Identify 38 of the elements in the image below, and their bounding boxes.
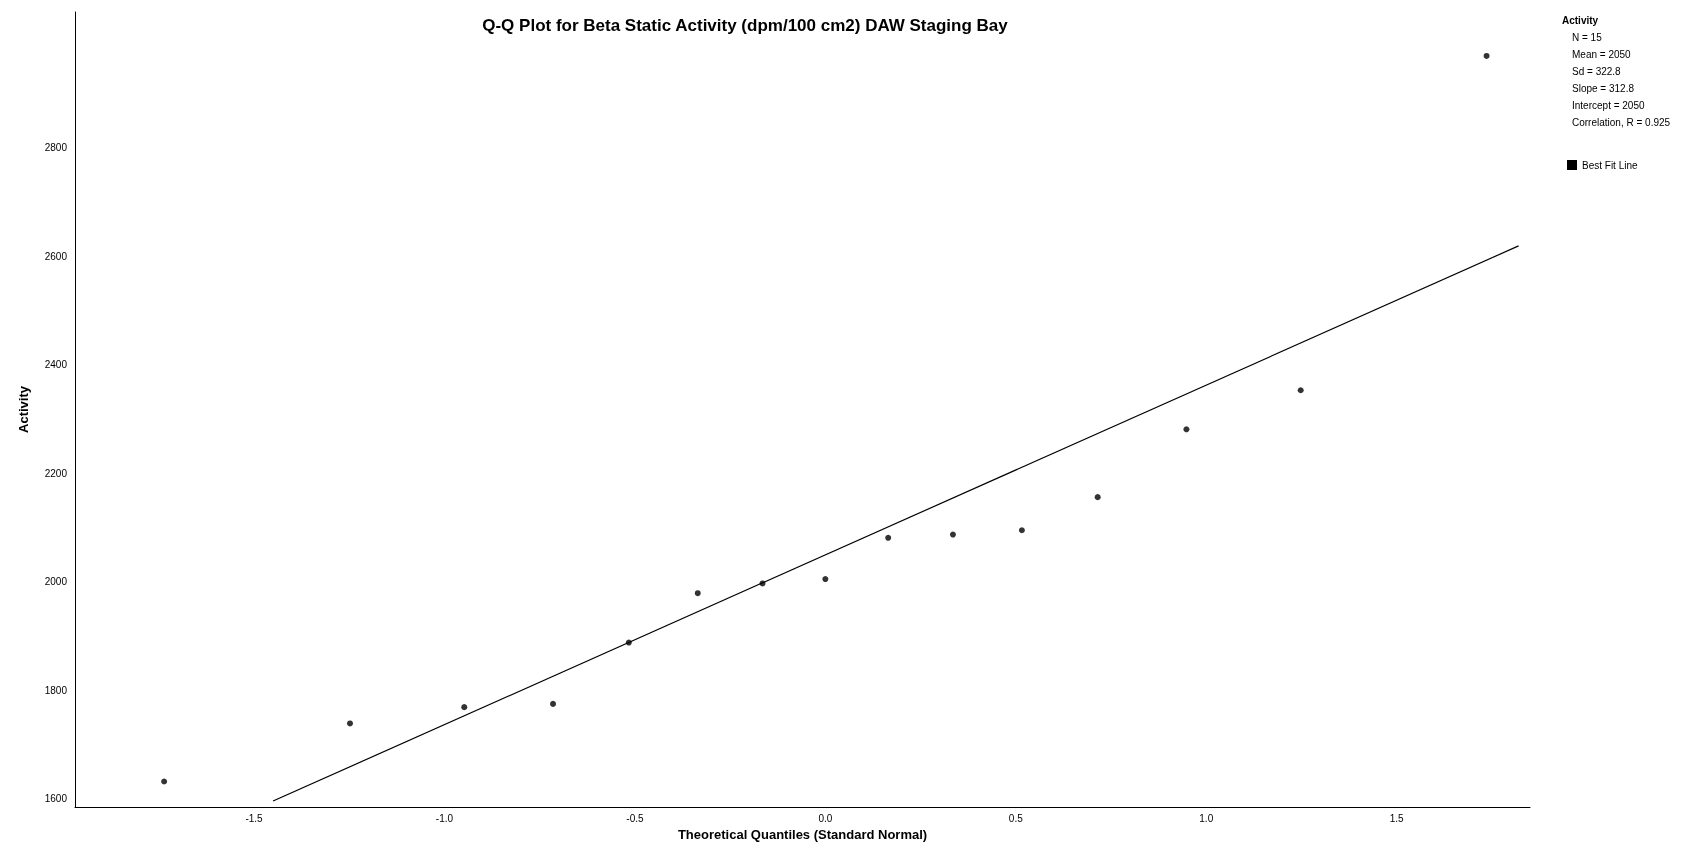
point [949,531,956,538]
y-tick-label: 2800 [44,142,68,154]
x-tick-label: -1.0 [435,812,454,824]
point [347,720,353,727]
x-tick-label: 1.5 [1389,812,1405,824]
x-tick-label: -0.5 [626,812,644,824]
text: Intercept = 2050 [1572,99,1645,111]
x-axis-title: Theoretical Quantiles (Standard Normal) [677,826,928,842]
y-tick-label: 2400 [44,359,68,371]
text: Correlation, R = 0.925 [1572,116,1671,128]
chart-title: Q-Q Plot for Beta Static Activity (dpm/100 cm2) DAW Staging Bay [482,16,1009,35]
y-axis-title: Activity [16,385,31,433]
y-tick-label: 2600 [44,250,68,262]
point [550,700,557,707]
point [1483,52,1490,59]
legend-label: Best Fit Line [1582,159,1639,171]
text: Sd = 322.8 [1572,65,1622,77]
point [161,778,168,785]
legend-title: Activity [1562,14,1599,26]
point [694,590,701,597]
point [461,704,468,711]
text: Slope = 312.8 [1572,82,1635,94]
point [1183,426,1190,433]
y-tick-label: 1600 [44,793,68,805]
point [1094,494,1101,501]
y-tick-label: 2200 [44,467,68,479]
point [1297,387,1304,394]
y-tick-label: 1800 [44,684,68,696]
text: Mean = 2050 [1572,48,1632,60]
point [1018,527,1025,534]
point [822,576,829,583]
x-tick-label: 0.5 [1008,812,1024,824]
x-tick-label: 0.0 [818,812,833,824]
point [885,534,892,541]
y-tick-label: 2000 [44,576,68,588]
text: N = 15 [1572,31,1603,43]
x-tick-label: 1.0 [1199,812,1214,824]
x-tick-label: -1.5 [245,812,264,824]
